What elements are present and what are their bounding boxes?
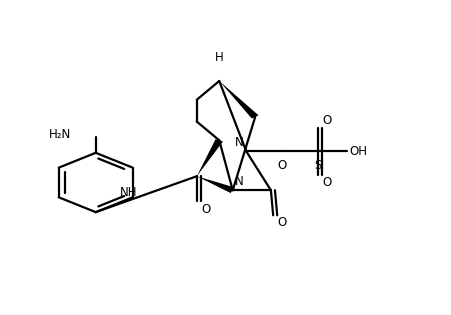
Text: S: S xyxy=(314,159,321,172)
Polygon shape xyxy=(219,81,258,118)
Text: O: O xyxy=(277,216,286,229)
Text: H₂N: H₂N xyxy=(49,128,71,140)
Text: O: O xyxy=(201,203,210,216)
Polygon shape xyxy=(196,139,222,176)
Text: H: H xyxy=(214,51,223,64)
Polygon shape xyxy=(196,176,235,193)
Text: O: O xyxy=(322,175,331,189)
Text: N: N xyxy=(235,175,243,188)
Text: O: O xyxy=(322,114,331,127)
Text: OH: OH xyxy=(349,146,367,158)
Text: N: N xyxy=(235,136,244,149)
Text: NH: NH xyxy=(120,186,137,199)
Text: O: O xyxy=(277,159,286,172)
